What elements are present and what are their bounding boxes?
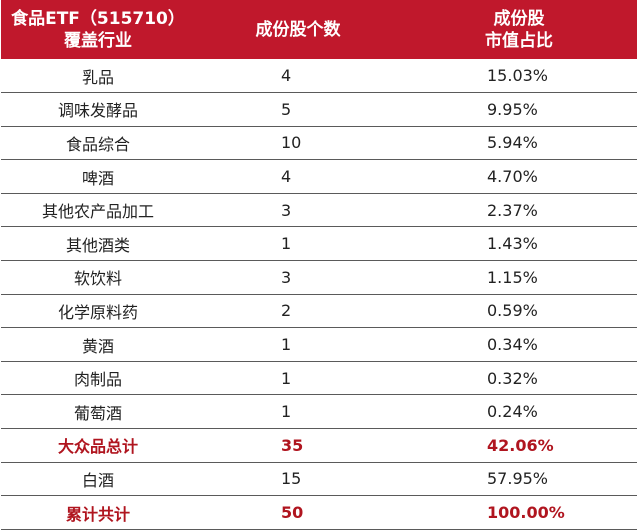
industry-cell: 调味发酵品	[1, 92, 195, 127]
industry-cell: 乳品	[1, 59, 195, 94]
industry-cell: 肉制品	[1, 361, 195, 396]
count-cell: 3	[195, 260, 401, 295]
count-cell: 10	[195, 126, 401, 161]
summary-row: 大众品总计 35 42.06%	[1, 428, 637, 463]
share-cell: 5.94%	[401, 126, 637, 161]
share-cell: 9.95%	[401, 92, 637, 127]
count-cell: 35	[195, 428, 401, 463]
industry-cell: 大众品总计	[1, 428, 195, 463]
industry-cell: 白酒	[1, 462, 195, 497]
share-cell: 1.43%	[401, 226, 637, 262]
table-row: 软饮料 3 1.15%	[1, 260, 637, 295]
industry-cell: 其他农产品加工	[1, 193, 195, 228]
header-share-line2: 市值占比	[485, 30, 553, 51]
share-cell: 100.00%	[401, 495, 637, 530]
summary-row: 累计共计 50 100.00%	[1, 495, 637, 530]
industry-cell: 食品综合	[1, 126, 195, 161]
header-constituent-count: 成份股个数	[195, 0, 401, 59]
industry-cell: 啤酒	[1, 159, 195, 194]
table-header: 食品ETF（515710） 覆盖行业 成份股个数 成份股 市值占比	[1, 0, 637, 59]
industry-cell: 葡萄酒	[1, 394, 195, 430]
table-row: 其他农产品加工 3 2.37%	[1, 193, 637, 228]
header-industry-line1: 食品ETF（515710）	[11, 8, 185, 29]
count-cell: 5	[195, 92, 401, 127]
table-row: 化学原料药 2 0.59%	[1, 294, 637, 329]
industry-cell: 黄酒	[1, 327, 195, 362]
table-row: 肉制品 1 0.32%	[1, 361, 637, 396]
table-row: 调味发酵品 5 9.95%	[1, 92, 637, 127]
share-cell: 4.70%	[401, 159, 637, 194]
share-cell: 0.32%	[401, 361, 637, 396]
count-cell: 1	[195, 327, 401, 362]
industry-cell: 化学原料药	[1, 294, 195, 329]
header-industry-line2: 覆盖行业	[64, 30, 132, 51]
header-row: 食品ETF（515710） 覆盖行业 成份股个数 成份股 市值占比	[1, 0, 637, 59]
share-cell: 15.03%	[401, 59, 637, 94]
industry-cell: 软饮料	[1, 260, 195, 295]
industry-cell: 其他酒类	[1, 226, 195, 262]
count-cell: 2	[195, 294, 401, 329]
share-cell: 2.37%	[401, 193, 637, 228]
share-cell: 0.59%	[401, 294, 637, 329]
table-row: 其他酒类 1 1.43%	[1, 226, 637, 262]
count-cell: 50	[195, 495, 401, 530]
table-row: 食品综合 10 5.94%	[1, 126, 637, 161]
header-count-label: 成份股个数	[255, 19, 341, 40]
table-body: 乳品 4 15.03% 调味发酵品 5 9.95% 食品综合 10 5.94% 啤酒 4 4.70% 其…	[1, 59, 637, 530]
header-market-cap-share: 成份股 市值占比	[401, 0, 637, 59]
count-cell: 1	[195, 226, 401, 262]
industry-cell: 累计共计	[1, 495, 195, 530]
share-cell: 42.06%	[401, 428, 637, 463]
share-cell: 1.15%	[401, 260, 637, 295]
header-industry: 食品ETF（515710） 覆盖行业	[1, 0, 195, 59]
header-share-line1: 成份股	[493, 8, 545, 29]
count-cell: 1	[195, 361, 401, 396]
count-cell: 4	[195, 59, 401, 94]
share-cell: 0.24%	[401, 394, 637, 430]
share-cell: 0.34%	[401, 327, 637, 362]
table-row: 白酒 15 57.95%	[1, 462, 637, 497]
count-cell: 15	[195, 462, 401, 497]
share-cell: 57.95%	[401, 462, 637, 497]
count-cell: 1	[195, 394, 401, 430]
table-row: 啤酒 4 4.70%	[1, 159, 637, 194]
table-row: 葡萄酒 1 0.24%	[1, 394, 637, 430]
table-row: 黄酒 1 0.34%	[1, 327, 637, 362]
count-cell: 3	[195, 193, 401, 228]
count-cell: 4	[195, 159, 401, 194]
table-row: 乳品 4 15.03%	[1, 59, 637, 94]
